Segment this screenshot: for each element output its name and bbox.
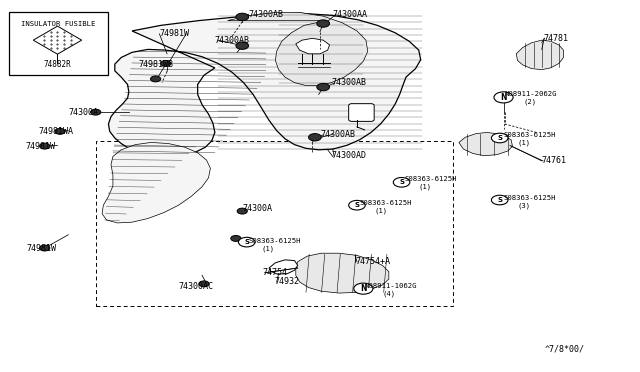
Text: (3): (3) bbox=[518, 202, 531, 209]
Polygon shape bbox=[296, 38, 330, 54]
Circle shape bbox=[236, 42, 248, 49]
Circle shape bbox=[55, 128, 65, 134]
Circle shape bbox=[237, 208, 247, 214]
Text: S: S bbox=[399, 179, 404, 185]
Text: N08911-2062G: N08911-2062G bbox=[505, 92, 557, 97]
Circle shape bbox=[494, 92, 513, 103]
Circle shape bbox=[161, 61, 171, 66]
Circle shape bbox=[317, 20, 330, 27]
Text: S: S bbox=[497, 197, 502, 203]
Text: INSULATOR FUSIBLE: INSULATOR FUSIBLE bbox=[21, 20, 95, 26]
Text: 74754+A: 74754+A bbox=[355, 257, 390, 266]
Circle shape bbox=[354, 283, 373, 294]
Circle shape bbox=[231, 235, 241, 241]
Circle shape bbox=[492, 195, 508, 205]
Text: 74981W: 74981W bbox=[27, 244, 57, 253]
Text: 74300AB: 74300AB bbox=[320, 130, 355, 139]
FancyBboxPatch shape bbox=[349, 104, 374, 121]
Text: 74300A: 74300A bbox=[243, 204, 272, 214]
Polygon shape bbox=[228, 13, 368, 86]
Text: S08363-6125H: S08363-6125H bbox=[504, 195, 556, 201]
Text: N: N bbox=[500, 93, 507, 102]
Text: 74761: 74761 bbox=[541, 156, 567, 166]
Text: N08911-1062G: N08911-1062G bbox=[365, 283, 417, 289]
Text: S: S bbox=[244, 239, 249, 245]
Text: 74932: 74932 bbox=[274, 278, 299, 286]
Text: 74781: 74781 bbox=[543, 34, 568, 43]
Text: 74754: 74754 bbox=[262, 268, 287, 277]
Text: (1): (1) bbox=[374, 207, 387, 214]
Polygon shape bbox=[269, 260, 298, 274]
Text: (1): (1) bbox=[518, 139, 531, 146]
Circle shape bbox=[394, 177, 410, 187]
Circle shape bbox=[349, 201, 365, 210]
Circle shape bbox=[91, 109, 100, 115]
Polygon shape bbox=[33, 26, 82, 54]
Text: 74981WA: 74981WA bbox=[38, 127, 74, 136]
Circle shape bbox=[239, 237, 255, 247]
Circle shape bbox=[199, 281, 209, 287]
Polygon shape bbox=[102, 142, 211, 223]
Polygon shape bbox=[108, 13, 420, 156]
Circle shape bbox=[150, 76, 161, 82]
Text: S08363-6125H: S08363-6125H bbox=[504, 132, 556, 138]
Text: 74300AA: 74300AA bbox=[333, 10, 368, 19]
Text: S08363-6125H: S08363-6125H bbox=[404, 176, 456, 182]
Text: (1): (1) bbox=[261, 246, 275, 252]
Circle shape bbox=[308, 134, 321, 141]
Polygon shape bbox=[459, 132, 513, 156]
Text: (2): (2) bbox=[524, 99, 537, 105]
Bar bbox=[96, 141, 452, 306]
Circle shape bbox=[40, 143, 50, 149]
Circle shape bbox=[236, 13, 248, 20]
Text: 74300A: 74300A bbox=[68, 108, 99, 117]
Text: 74981W: 74981W bbox=[159, 29, 189, 38]
Text: ^7/8*00/: ^7/8*00/ bbox=[544, 345, 584, 354]
Bar bbox=[9, 13, 108, 75]
Text: S08363-6125H: S08363-6125H bbox=[360, 200, 412, 206]
Text: 74300AB: 74300AB bbox=[248, 10, 284, 19]
Text: N: N bbox=[360, 284, 367, 293]
Text: 74981W: 74981W bbox=[26, 142, 56, 151]
Text: 74300AB: 74300AB bbox=[215, 36, 250, 45]
Polygon shape bbox=[516, 40, 563, 70]
Circle shape bbox=[317, 83, 330, 91]
Text: (1): (1) bbox=[419, 184, 432, 190]
Text: 74300AB: 74300AB bbox=[332, 78, 367, 87]
Text: 74882R: 74882R bbox=[44, 60, 71, 68]
Text: 74300AD: 74300AD bbox=[332, 151, 367, 160]
Circle shape bbox=[492, 133, 508, 143]
Text: S: S bbox=[355, 202, 360, 208]
Text: (4): (4) bbox=[383, 291, 396, 297]
Text: S08363-6125H: S08363-6125H bbox=[248, 238, 301, 244]
Polygon shape bbox=[296, 253, 389, 293]
Text: 74981WB: 74981WB bbox=[138, 60, 173, 69]
Text: 74300AC: 74300AC bbox=[179, 282, 214, 291]
Text: S: S bbox=[497, 135, 502, 141]
Circle shape bbox=[40, 245, 50, 251]
